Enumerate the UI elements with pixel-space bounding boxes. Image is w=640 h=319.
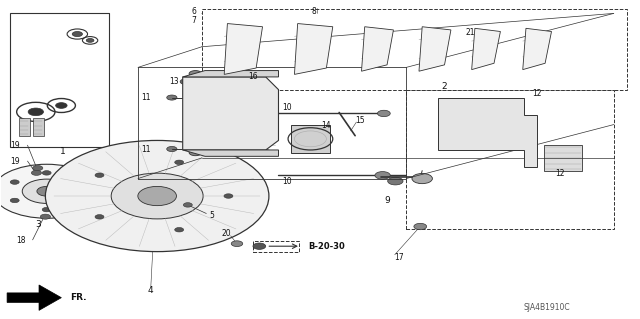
Bar (10, 13, 109, 144)
Circle shape (10, 180, 19, 184)
Text: 3: 3 (35, 220, 40, 229)
Circle shape (175, 227, 184, 232)
Circle shape (175, 160, 184, 165)
Circle shape (28, 118, 44, 125)
Circle shape (388, 177, 403, 185)
Text: 11: 11 (141, 93, 151, 102)
Polygon shape (7, 285, 61, 310)
Circle shape (62, 111, 74, 116)
Text: 16: 16 (248, 72, 258, 81)
Circle shape (83, 37, 92, 41)
Polygon shape (438, 98, 537, 167)
Text: 19: 19 (10, 157, 20, 166)
Polygon shape (472, 28, 500, 70)
Circle shape (167, 146, 177, 152)
Text: 10: 10 (282, 177, 292, 186)
Circle shape (111, 173, 203, 219)
Circle shape (180, 79, 191, 85)
Circle shape (22, 179, 71, 204)
Circle shape (95, 215, 104, 219)
Text: 7: 7 (191, 16, 196, 25)
Circle shape (260, 71, 271, 77)
Text: 18: 18 (17, 236, 26, 245)
Polygon shape (224, 24, 262, 74)
Polygon shape (182, 150, 278, 156)
Bar (33, 118, 44, 136)
Text: 6: 6 (191, 7, 196, 16)
Circle shape (56, 103, 67, 108)
Circle shape (74, 198, 83, 203)
Circle shape (412, 174, 433, 184)
Circle shape (253, 243, 266, 249)
Circle shape (167, 95, 177, 100)
Circle shape (31, 170, 42, 175)
Text: 20: 20 (221, 229, 231, 238)
Text: B-20-30: B-20-30 (308, 242, 345, 251)
Circle shape (378, 110, 390, 117)
Text: 12: 12 (555, 169, 564, 178)
Text: FR.: FR. (70, 293, 86, 302)
Text: 14: 14 (321, 121, 331, 130)
Circle shape (33, 166, 43, 171)
Polygon shape (294, 24, 333, 74)
Text: 12: 12 (532, 89, 542, 98)
Text: 8: 8 (311, 7, 316, 16)
Bar (406, 90, 614, 229)
Circle shape (189, 149, 202, 156)
Polygon shape (419, 27, 451, 71)
Circle shape (231, 241, 243, 247)
Text: 1: 1 (60, 147, 65, 156)
Polygon shape (362, 27, 394, 71)
Bar (10, 13, 109, 147)
Circle shape (72, 32, 83, 37)
Polygon shape (182, 77, 278, 150)
Text: 10: 10 (282, 103, 292, 112)
Text: 11: 11 (141, 145, 151, 153)
Circle shape (42, 171, 51, 175)
Polygon shape (523, 28, 552, 70)
Circle shape (37, 186, 56, 196)
Circle shape (42, 207, 51, 212)
Bar (19, 118, 30, 136)
Bar (291, 124, 330, 153)
Bar (543, 145, 582, 171)
Polygon shape (182, 70, 278, 77)
Text: SJA4B1910C: SJA4B1910C (524, 303, 570, 312)
Circle shape (234, 74, 246, 81)
Circle shape (74, 180, 83, 184)
Circle shape (224, 194, 233, 198)
Circle shape (189, 70, 202, 77)
Circle shape (260, 150, 271, 155)
Circle shape (375, 172, 390, 179)
Text: 21: 21 (465, 28, 475, 37)
Circle shape (28, 108, 44, 116)
Text: 4: 4 (148, 286, 154, 295)
Circle shape (0, 164, 101, 218)
Circle shape (45, 140, 269, 252)
Text: 19: 19 (10, 141, 20, 150)
Bar (202, 9, 627, 90)
Circle shape (40, 214, 51, 219)
Text: 9: 9 (384, 196, 390, 205)
Text: 5: 5 (209, 211, 214, 219)
Text: 17: 17 (394, 254, 403, 263)
Bar (253, 241, 299, 252)
Circle shape (183, 203, 192, 207)
Text: 2: 2 (442, 82, 447, 91)
Circle shape (95, 173, 104, 177)
Text: 15: 15 (355, 116, 365, 125)
Circle shape (414, 223, 427, 230)
Text: 13: 13 (170, 77, 179, 86)
Circle shape (138, 186, 177, 206)
Circle shape (86, 39, 94, 42)
Circle shape (68, 30, 80, 35)
Circle shape (10, 198, 19, 203)
